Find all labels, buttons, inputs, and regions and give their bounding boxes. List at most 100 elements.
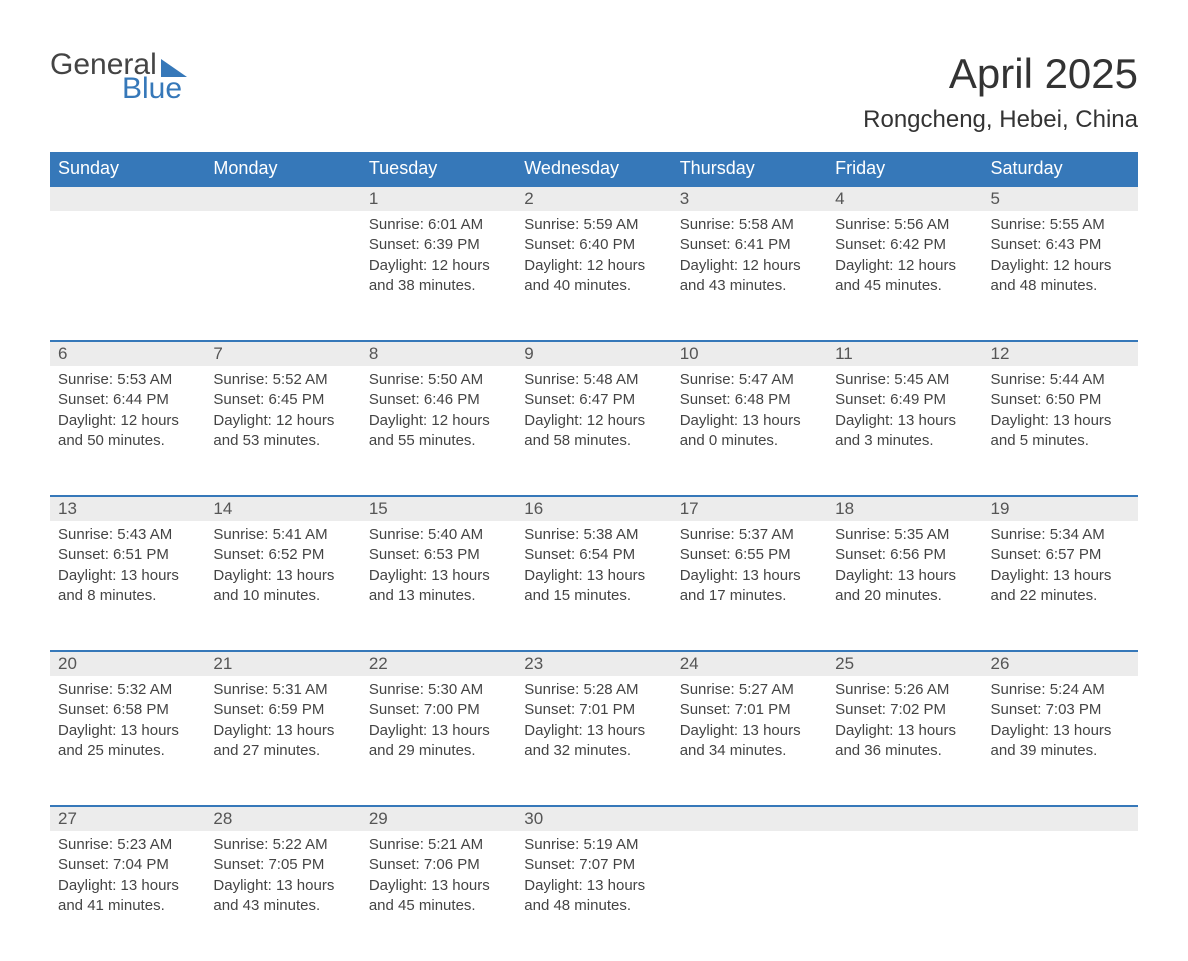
- sunrise-text: Sunrise: 6:01 AM: [369, 215, 508, 235]
- sunset-text: Sunset: 6:43 PM: [991, 235, 1130, 255]
- day-number: 20: [58, 654, 77, 673]
- sunset-text: Sunset: 6:59 PM: [213, 700, 352, 720]
- daylight-line2: and 10 minutes.: [213, 586, 352, 606]
- daylight-line1: Daylight: 13 hours: [369, 876, 508, 896]
- weekday-header: Saturday: [983, 152, 1138, 186]
- sunset-text: Sunset: 6:44 PM: [58, 390, 197, 410]
- day-content-cell: Sunrise: 5:19 AMSunset: 7:07 PMDaylight:…: [516, 831, 671, 961]
- day-content-cell: Sunrise: 5:31 AMSunset: 6:59 PMDaylight:…: [205, 676, 360, 806]
- day-number-cell: 14: [205, 496, 360, 521]
- sunset-text: Sunset: 7:00 PM: [369, 700, 508, 720]
- day-content-cell: Sunrise: 5:58 AMSunset: 6:41 PMDaylight:…: [672, 211, 827, 341]
- day-content-cell: Sunrise: 6:01 AMSunset: 6:39 PMDaylight:…: [361, 211, 516, 341]
- daylight-line1: Daylight: 13 hours: [991, 721, 1130, 741]
- daylight-line2: and 5 minutes.: [991, 431, 1130, 451]
- day-number: 27: [58, 809, 77, 828]
- sunrise-text: Sunrise: 5:24 AM: [991, 680, 1130, 700]
- daylight-line1: Daylight: 12 hours: [524, 256, 663, 276]
- day-number: 12: [991, 344, 1010, 363]
- sunset-text: Sunset: 7:05 PM: [213, 855, 352, 875]
- daylight-line1: Daylight: 13 hours: [213, 721, 352, 741]
- day-content-cell: Sunrise: 5:41 AMSunset: 6:52 PMDaylight:…: [205, 521, 360, 651]
- weekday-header: Tuesday: [361, 152, 516, 186]
- sunrise-text: Sunrise: 5:45 AM: [835, 370, 974, 390]
- logo-text-blue: Blue: [122, 74, 187, 104]
- day-number: 2: [524, 189, 533, 208]
- sunrise-text: Sunrise: 5:22 AM: [213, 835, 352, 855]
- daylight-line2: and 45 minutes.: [369, 896, 508, 916]
- day-content-cell: Sunrise: 5:48 AMSunset: 6:47 PMDaylight:…: [516, 366, 671, 496]
- sunrise-text: Sunrise: 5:37 AM: [680, 525, 819, 545]
- day-content-row: Sunrise: 5:43 AMSunset: 6:51 PMDaylight:…: [50, 521, 1138, 651]
- daylight-line2: and 15 minutes.: [524, 586, 663, 606]
- sunrise-text: Sunrise: 5:21 AM: [369, 835, 508, 855]
- day-content-cell: Sunrise: 5:28 AMSunset: 7:01 PMDaylight:…: [516, 676, 671, 806]
- day-number-cell: 22: [361, 651, 516, 676]
- sunset-text: Sunset: 6:56 PM: [835, 545, 974, 565]
- logo: General Blue: [50, 50, 187, 104]
- daylight-line1: Daylight: 13 hours: [58, 721, 197, 741]
- daylight-line2: and 40 minutes.: [524, 276, 663, 296]
- sunset-text: Sunset: 7:03 PM: [991, 700, 1130, 720]
- daylight-line2: and 53 minutes.: [213, 431, 352, 451]
- daylight-line1: Daylight: 13 hours: [213, 566, 352, 586]
- sunrise-text: Sunrise: 5:38 AM: [524, 525, 663, 545]
- page-header: General Blue April 2025 Rongcheng, Hebei…: [50, 50, 1138, 134]
- sunset-text: Sunset: 6:53 PM: [369, 545, 508, 565]
- sunset-text: Sunset: 6:58 PM: [58, 700, 197, 720]
- sunset-text: Sunset: 7:07 PM: [524, 855, 663, 875]
- daylight-line2: and 48 minutes.: [991, 276, 1130, 296]
- day-number-cell: 27: [50, 806, 205, 831]
- day-number-cell: [672, 806, 827, 831]
- daylight-line1: Daylight: 13 hours: [835, 566, 974, 586]
- sunset-text: Sunset: 6:39 PM: [369, 235, 508, 255]
- day-content-cell: Sunrise: 5:43 AMSunset: 6:51 PMDaylight:…: [50, 521, 205, 651]
- day-number: 9: [524, 344, 533, 363]
- daylight-line1: Daylight: 13 hours: [213, 876, 352, 896]
- daylight-line1: Daylight: 12 hours: [58, 411, 197, 431]
- day-number-cell: 3: [672, 186, 827, 211]
- day-number-cell: 7: [205, 341, 360, 366]
- day-content-cell: Sunrise: 5:50 AMSunset: 6:46 PMDaylight:…: [361, 366, 516, 496]
- day-number-cell: 12: [983, 341, 1138, 366]
- day-content-cell: Sunrise: 5:37 AMSunset: 6:55 PMDaylight:…: [672, 521, 827, 651]
- daylight-line2: and 8 minutes.: [58, 586, 197, 606]
- day-number: 4: [835, 189, 844, 208]
- day-number-cell: [827, 806, 982, 831]
- day-number: 25: [835, 654, 854, 673]
- day-number-cell: 18: [827, 496, 982, 521]
- day-number-cell: [205, 186, 360, 211]
- day-number: 28: [213, 809, 232, 828]
- daylight-line1: Daylight: 12 hours: [369, 411, 508, 431]
- daylight-line2: and 36 minutes.: [835, 741, 974, 761]
- weekday-header-row: Sunday Monday Tuesday Wednesday Thursday…: [50, 152, 1138, 186]
- day-number-cell: 28: [205, 806, 360, 831]
- day-content-cell: [205, 211, 360, 341]
- daylight-line1: Daylight: 13 hours: [369, 721, 508, 741]
- day-number-cell: 30: [516, 806, 671, 831]
- day-content-cell: Sunrise: 5:44 AMSunset: 6:50 PMDaylight:…: [983, 366, 1138, 496]
- location-label: Rongcheng, Hebei, China: [863, 106, 1138, 134]
- daylight-line1: Daylight: 12 hours: [680, 256, 819, 276]
- sunset-text: Sunset: 6:47 PM: [524, 390, 663, 410]
- day-number: 14: [213, 499, 232, 518]
- daylight-line2: and 20 minutes.: [835, 586, 974, 606]
- sunrise-text: Sunrise: 5:48 AM: [524, 370, 663, 390]
- daylight-line2: and 50 minutes.: [58, 431, 197, 451]
- day-number-cell: 8: [361, 341, 516, 366]
- sunrise-text: Sunrise: 5:44 AM: [991, 370, 1130, 390]
- sunset-text: Sunset: 6:40 PM: [524, 235, 663, 255]
- sunrise-text: Sunrise: 5:41 AM: [213, 525, 352, 545]
- day-content-cell: Sunrise: 5:26 AMSunset: 7:02 PMDaylight:…: [827, 676, 982, 806]
- calendar-table: Sunday Monday Tuesday Wednesday Thursday…: [50, 152, 1138, 961]
- day-content-cell: [50, 211, 205, 341]
- sunrise-text: Sunrise: 5:55 AM: [991, 215, 1130, 235]
- sunset-text: Sunset: 6:54 PM: [524, 545, 663, 565]
- day-number: 18: [835, 499, 854, 518]
- day-content-cell: Sunrise: 5:40 AMSunset: 6:53 PMDaylight:…: [361, 521, 516, 651]
- daylight-line1: Daylight: 12 hours: [524, 411, 663, 431]
- title-block: April 2025 Rongcheng, Hebei, China: [863, 50, 1138, 134]
- day-number-cell: [50, 186, 205, 211]
- day-content-cell: Sunrise: 5:45 AMSunset: 6:49 PMDaylight:…: [827, 366, 982, 496]
- sunrise-text: Sunrise: 5:27 AM: [680, 680, 819, 700]
